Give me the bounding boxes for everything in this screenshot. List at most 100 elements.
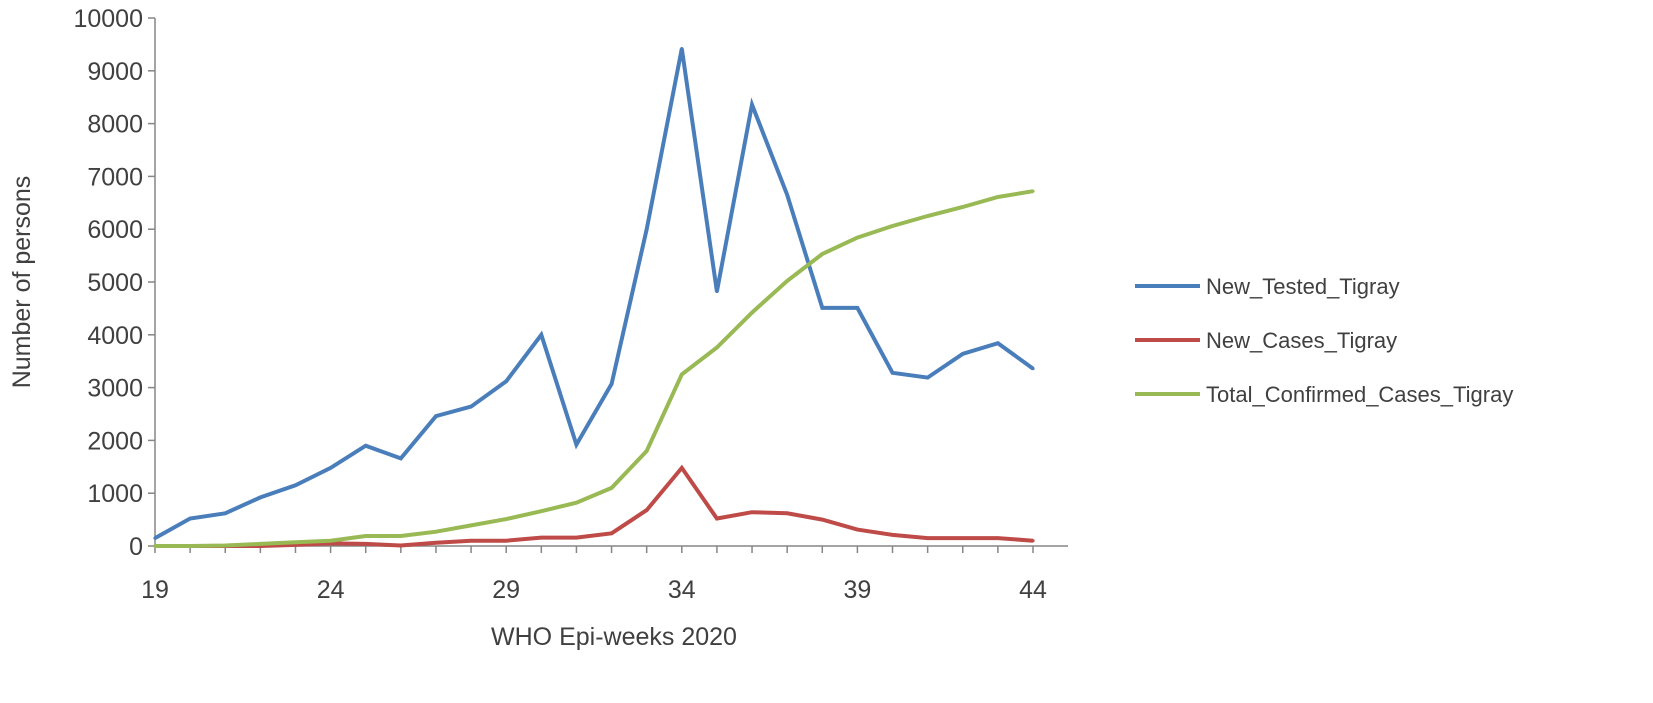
- data-point: [890, 371, 895, 375]
- data-point: [645, 227, 649, 231]
- data-point: [961, 205, 965, 209]
- y-tick-label: 10000: [73, 5, 143, 33]
- data-point: [258, 495, 262, 500]
- data-point: [890, 224, 895, 228]
- data-point: [926, 375, 930, 380]
- x-tick-label: 44: [1019, 576, 1047, 604]
- series-line-new-cases-tigray: [155, 464, 1034, 548]
- data-point: [785, 279, 789, 283]
- series-line-total-confirmed-cases-tigray: [155, 189, 1034, 548]
- data-point: [890, 533, 895, 537]
- legend-label: New_Cases_Tigray: [1206, 328, 1397, 353]
- data-point: [188, 516, 192, 521]
- data-point: [399, 456, 403, 460]
- data-point: [223, 543, 227, 548]
- x-tick-label: 24: [317, 576, 345, 604]
- data-point: [223, 511, 227, 515]
- data-point: [504, 379, 508, 383]
- data-point: [645, 449, 649, 453]
- y-tick-label: 7000: [87, 163, 143, 191]
- data-point: [469, 523, 473, 528]
- data-point: [399, 543, 403, 548]
- data-point: [785, 193, 789, 197]
- data-point: [715, 289, 719, 294]
- data-point: [926, 214, 930, 218]
- data-point: [574, 443, 579, 447]
- data-point: [855, 306, 860, 310]
- data-point: [329, 466, 333, 470]
- x-tick-label: 34: [668, 576, 696, 604]
- series-lines: [153, 47, 1035, 548]
- data-point: [609, 531, 614, 535]
- data-point: [539, 509, 543, 513]
- y-tick-label: 5000: [87, 269, 143, 297]
- y-tick-label: 3000: [87, 375, 143, 403]
- legend-label: Total_Confirmed_Cases_Tigray: [1206, 382, 1513, 407]
- data-point: [926, 536, 930, 540]
- data-point: [996, 195, 1000, 199]
- data-point: [750, 510, 754, 514]
- y-tick-label: 2000: [87, 427, 143, 455]
- x-tick-label: 19: [141, 576, 169, 604]
- data-point: [750, 311, 754, 315]
- data-point: [188, 544, 192, 548]
- data-point: [364, 542, 368, 546]
- y-tick-label: 0: [129, 533, 143, 561]
- data-point: [469, 405, 473, 409]
- data-point: [715, 345, 719, 350]
- data-point: [680, 372, 684, 376]
- data-point: [364, 534, 368, 538]
- data-point: [609, 486, 614, 490]
- data-point: [855, 528, 860, 532]
- y-tick-label: 8000: [87, 111, 143, 139]
- data-point: [539, 535, 543, 540]
- data-point: [820, 518, 824, 522]
- data-point: [961, 352, 965, 356]
- x-tick-label: 29: [492, 576, 520, 604]
- data-point: [820, 306, 824, 310]
- legend-label: New_Tested_Tigray: [1206, 274, 1400, 299]
- axes: 0 1000 2000 3000 4000 5000 6000 7000 8000 9000 100…: [73, 5, 1068, 604]
- data-point: [539, 333, 543, 337]
- data-point: [293, 483, 298, 487]
- x-tick-label: 39: [843, 576, 871, 604]
- data-point: [609, 382, 614, 386]
- data-point: [434, 414, 438, 418]
- legend: New_Tested_Tigray New_Cases_Tigray Total_C…: [1135, 274, 1513, 407]
- data-point: [996, 536, 1000, 540]
- data-point: [329, 539, 333, 543]
- data-point: [680, 47, 684, 51]
- data-point: [504, 539, 508, 543]
- y-tick-label: 9000: [87, 58, 143, 86]
- y-tick-label: 1000: [87, 480, 143, 508]
- data-point: [153, 536, 157, 540]
- data-point: [1031, 539, 1035, 543]
- data-point: [469, 539, 473, 543]
- data-point: [996, 341, 1000, 345]
- data-point: [715, 516, 719, 521]
- y-tick-label: 4000: [87, 322, 143, 350]
- data-point: [504, 517, 508, 521]
- data-point: [434, 541, 438, 545]
- y-tick-label: 6000: [87, 216, 143, 244]
- data-point: [153, 544, 157, 548]
- data-point: [855, 236, 860, 240]
- series-line-new-tested-tigray: [154, 48, 1035, 540]
- data-point: [785, 511, 789, 515]
- x-axis-title: WHO Epi-weeks 2020: [491, 623, 737, 651]
- data-point: [680, 466, 684, 470]
- data-point: [574, 501, 579, 505]
- data-point: [750, 102, 754, 107]
- data-point: [434, 530, 438, 534]
- data-point: [399, 534, 403, 538]
- data-point: [1031, 189, 1035, 193]
- data-point: [820, 252, 824, 256]
- data-point: [1031, 366, 1035, 371]
- data-point: [645, 508, 649, 512]
- y-axis-title: Number of persons: [8, 176, 36, 389]
- data-point: [293, 540, 298, 544]
- data-point: [258, 542, 262, 546]
- data-point: [574, 535, 579, 540]
